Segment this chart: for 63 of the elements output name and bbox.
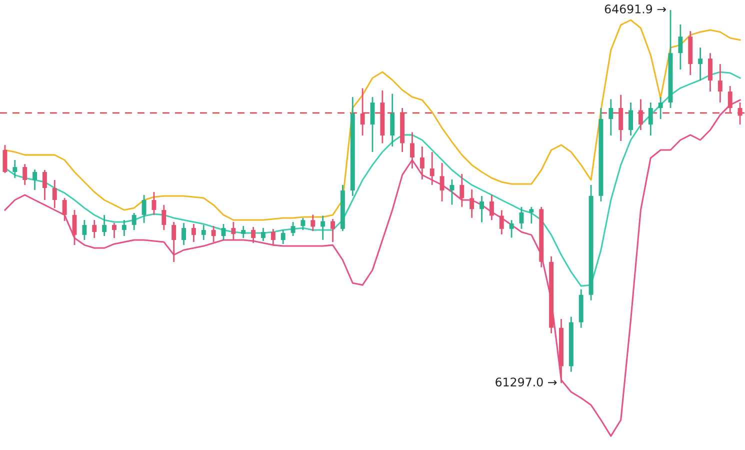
candlestick [172, 221, 176, 263]
candlestick [152, 191, 156, 216]
annotation: 64691.9 → [604, 4, 666, 14]
candlestick [211, 225, 216, 243]
candlestick [529, 206, 534, 224]
candlestick [608, 98, 614, 136]
candlestick [628, 102, 633, 136]
candlestick [221, 223, 226, 241]
candlestick [420, 146, 424, 180]
candlestick [638, 98, 643, 131]
candlestick [728, 85, 732, 114]
candlestick [280, 229, 286, 245]
candlestick [618, 94, 624, 142]
candlestick [370, 96, 375, 153]
candlestick [470, 188, 474, 219]
candlestick [738, 102, 742, 126]
annotation: 61297.0 → [496, 378, 557, 386]
candlestick [132, 212, 136, 231]
candlestick [241, 225, 246, 239]
candlestick [290, 221, 296, 237]
candlestick [718, 63, 722, 104]
candlestick [231, 221, 236, 241]
candlestick [489, 194, 494, 221]
candlestick [648, 102, 653, 136]
candlestick [440, 162, 444, 202]
candlestick [708, 52, 712, 92]
candlestick [480, 195, 484, 224]
candlestick [92, 219, 97, 239]
candlestick [42, 169, 47, 201]
candlestick [191, 223, 196, 243]
candlestick [162, 204, 166, 231]
candlestick [330, 218, 335, 243]
candlestick [509, 219, 514, 238]
candlestick [390, 93, 395, 148]
candlestick [201, 224, 206, 241]
candlestick [122, 219, 126, 237]
candlestick [519, 206, 524, 230]
candlestick [310, 214, 316, 232]
candlestick [112, 222, 116, 239]
candlestick [658, 96, 663, 120]
candlestick [270, 228, 276, 246]
candlestick [22, 163, 28, 186]
candlestick [678, 24, 683, 70]
candlestick [430, 151, 434, 186]
candlestick [32, 168, 37, 191]
candlestick [62, 197, 67, 222]
candlestick [182, 222, 186, 246]
candlestick [698, 46, 703, 82]
candlestick [82, 219, 87, 241]
candlestick [320, 215, 326, 241]
candlestick [360, 88, 365, 136]
candlestick [142, 194, 146, 224]
candlestick [102, 214, 107, 237]
candlestick [300, 217, 306, 231]
candlestick [499, 210, 504, 236]
candlestick [12, 159, 18, 179]
candlestick [460, 173, 464, 208]
candlestick [2, 144, 8, 174]
candlestick [450, 178, 454, 206]
candlestick [251, 226, 256, 244]
candlestick [410, 132, 414, 170]
candlestick [261, 227, 266, 242]
candlestick [52, 179, 57, 209]
